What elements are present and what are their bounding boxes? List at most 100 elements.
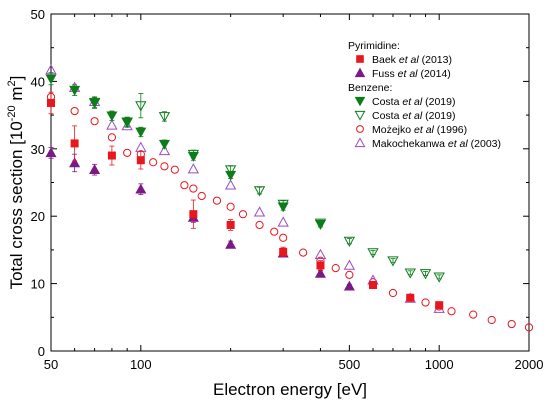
data-point — [160, 162, 169, 171]
data-point — [69, 85, 81, 96]
y-tick-label: 30 — [31, 142, 45, 157]
data-point — [158, 139, 170, 150]
y-axis-title-close: ] — [7, 76, 26, 81]
data-point — [187, 151, 199, 162]
data-point — [121, 120, 133, 131]
legend-heading: Benzene: — [348, 82, 392, 94]
series-0-0 — [47, 91, 444, 310]
data-point — [507, 319, 516, 329]
data-point — [524, 323, 534, 332]
data-point — [107, 151, 116, 160]
data-point — [45, 147, 57, 158]
data-point — [89, 98, 101, 109]
legend-label: Baek et al (2013) — [372, 54, 452, 66]
legend: Pyrimidine: Baek et al (2013) Fuss et al (… — [348, 40, 501, 150]
legend-marker — [354, 110, 366, 121]
data-point — [469, 310, 478, 319]
data-point — [136, 156, 145, 165]
data-point — [404, 268, 416, 279]
plot-frame — [50, 13, 530, 352]
y-axis-title-unit: m — [7, 86, 26, 105]
data-point — [226, 220, 235, 229]
data-point — [123, 148, 132, 157]
y-axis-title: Total cross section [10-20 m2] — [6, 76, 26, 290]
data-point — [212, 196, 222, 205]
data-point — [187, 163, 200, 174]
data-point — [69, 157, 81, 168]
data-point — [314, 248, 327, 259]
data-point — [255, 220, 264, 230]
data-point — [135, 183, 147, 194]
data-point — [70, 106, 79, 116]
legend-label: Fuss et al (2014) — [372, 68, 451, 80]
data-point — [343, 236, 356, 247]
data-point — [406, 293, 415, 302]
data-point — [45, 74, 57, 85]
data-point — [331, 263, 340, 273]
legend-marker — [356, 55, 364, 63]
data-point — [238, 210, 248, 219]
data-point — [277, 202, 289, 213]
y-tick-label: 0 — [38, 344, 45, 359]
legend-label: Costa et al (2019) — [372, 110, 456, 122]
legend-marker — [354, 67, 366, 78]
x-tick-label: 1000 — [425, 357, 454, 372]
data-point — [226, 202, 235, 211]
data-point — [279, 233, 288, 242]
data-point — [277, 216, 289, 227]
data-point — [189, 210, 198, 219]
data-point — [367, 248, 379, 259]
data-point — [197, 191, 206, 201]
data-point — [487, 315, 496, 325]
data-point — [225, 238, 237, 249]
y-axis-title-unit-exp: 2 — [6, 80, 18, 86]
y-axis-title-main: Total cross section [10 — [7, 121, 26, 289]
data-point — [107, 133, 117, 142]
data-point — [316, 261, 325, 270]
data-point — [158, 112, 171, 123]
data-point — [149, 158, 158, 167]
legend-label: Makochekanwa et al (2003) — [372, 138, 501, 150]
legend-marker — [354, 96, 366, 107]
data-point — [345, 270, 354, 279]
data-point — [180, 181, 189, 190]
tick-labels: 0 10 20 30 40 50 50 100 500 1000 2000 — [31, 7, 544, 372]
y-tick-label: 50 — [31, 7, 45, 22]
data-point — [421, 298, 430, 307]
data-point — [89, 164, 101, 174]
series-1-0 — [45, 72, 326, 230]
x-tick-label: 50 — [44, 357, 58, 372]
data-point — [387, 256, 399, 267]
data-point — [270, 227, 279, 236]
data-point — [135, 101, 147, 112]
data-point — [299, 248, 308, 257]
data-point — [368, 280, 377, 289]
axis-ticks — [50, 13, 530, 352]
x-axis-title: Electron energy [eV] — [213, 380, 367, 399]
y-axis-title-exp: -20 — [6, 105, 18, 121]
data-point — [343, 259, 356, 270]
y-tick-label: 40 — [31, 74, 45, 89]
x-tick-label: 100 — [130, 357, 152, 372]
data-point — [135, 127, 147, 138]
data-point — [388, 288, 398, 298]
data-layer — [45, 64, 534, 332]
data-point — [70, 139, 79, 148]
data-point — [47, 98, 56, 107]
data-point — [106, 111, 118, 122]
data-point — [343, 280, 355, 291]
y-tick-label: 10 — [31, 277, 45, 292]
data-point — [253, 186, 266, 197]
data-point — [314, 220, 326, 230]
x-tick-label: 2000 — [515, 357, 544, 372]
data-point — [253, 206, 266, 217]
data-point — [314, 267, 326, 278]
data-point — [158, 144, 171, 156]
data-point — [419, 269, 432, 280]
data-point — [90, 117, 99, 126]
data-point — [121, 118, 133, 129]
legend-marker — [356, 125, 364, 133]
data-point — [135, 141, 147, 152]
legend-heading: Pyrimidine: — [348, 40, 400, 52]
